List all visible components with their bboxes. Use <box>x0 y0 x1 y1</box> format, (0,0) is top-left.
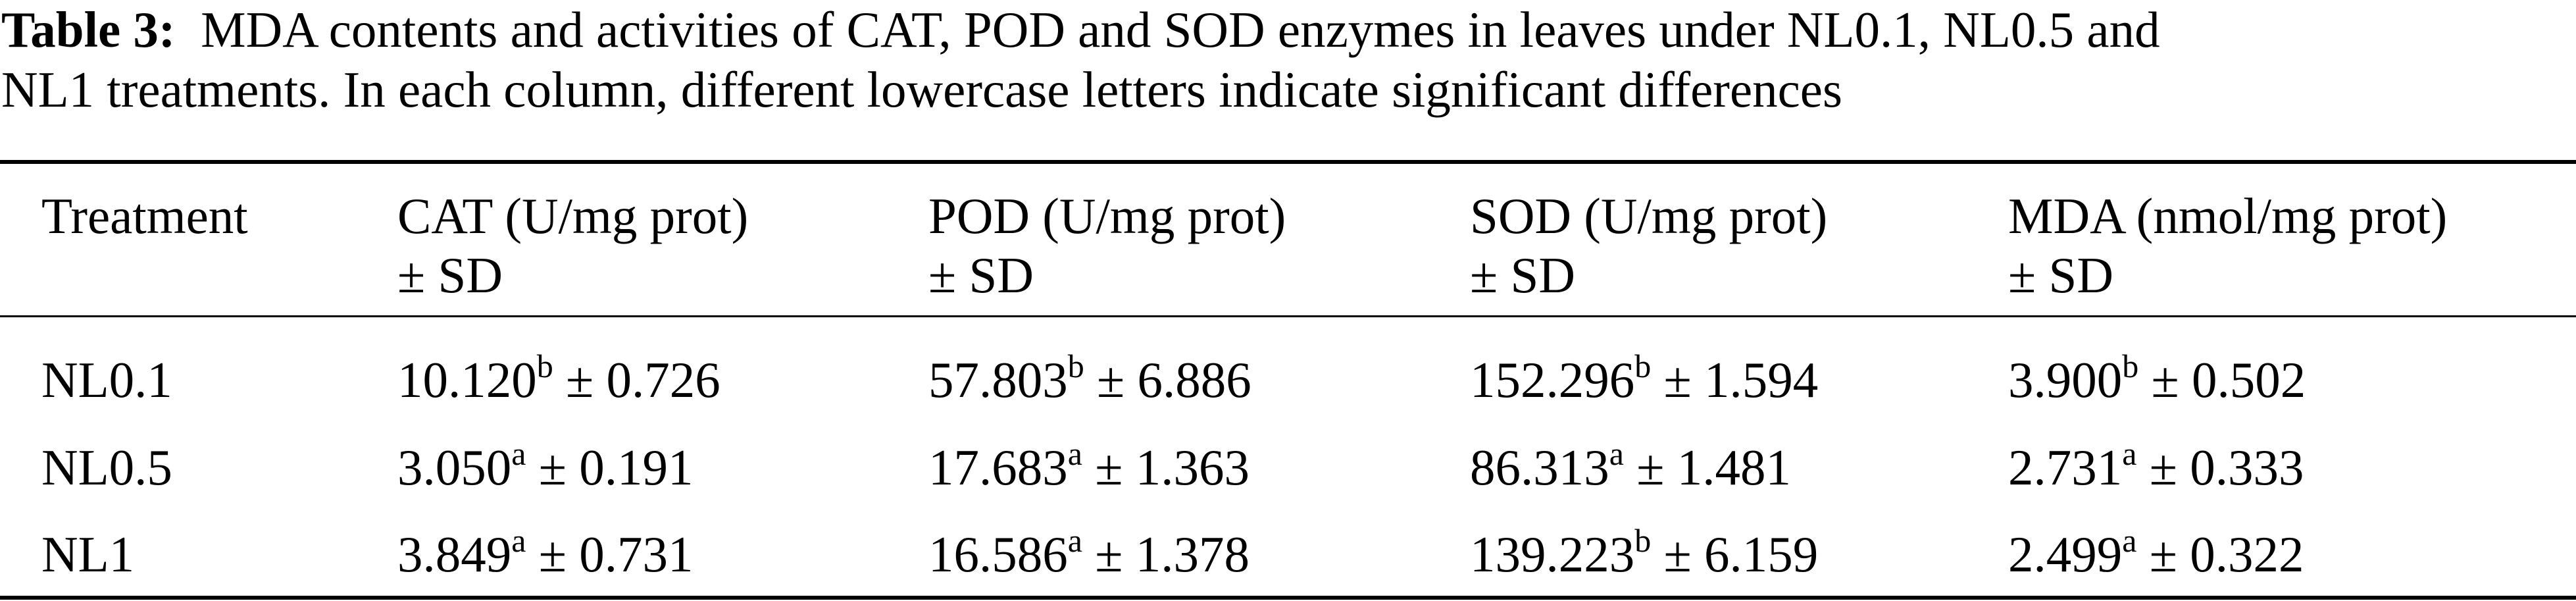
header-mda: MDA (nmol/mg prot) ± SD <box>2008 186 2447 305</box>
value-sd: ± 1.481 <box>1623 439 1791 496</box>
value-mean: 17.683 <box>928 439 1068 496</box>
header-sod: SOD (U/mg prot) ± SD <box>1470 186 1827 305</box>
header-treatment: Treatment <box>41 186 248 246</box>
header-sod-line1: SOD (U/mg prot) <box>1470 188 1828 244</box>
row-3-cat: 3.849a ± 0.731 <box>397 522 694 584</box>
value-sd: ± 0.322 <box>2136 526 2304 583</box>
value-mean: 3.050 <box>397 439 512 496</box>
significance-letter: a <box>1067 522 1082 559</box>
value-sd: ± 0.502 <box>2138 352 2306 408</box>
header-pod-line2: ± SD <box>928 247 1034 303</box>
significance-letter: b <box>536 348 553 384</box>
caption-label: Table 3: <box>1 1 176 58</box>
significance-letter: a <box>2122 435 2137 472</box>
value-sd: ± 0.731 <box>526 526 694 583</box>
table-bottom-rule <box>0 596 2576 600</box>
significance-letter: b <box>2122 348 2139 384</box>
row-2-cat: 3.050a ± 0.191 <box>397 435 694 497</box>
caption-line-1: Table 3: MDA contents and activities of … <box>1 0 2571 60</box>
row-2-pod: 17.683a ± 1.363 <box>928 435 1250 497</box>
value-mean: 3.849 <box>397 526 512 583</box>
header-pod-line1: POD (U/mg prot) <box>928 188 1286 244</box>
significance-letter: a <box>2122 522 2137 559</box>
value-mean: 139.223 <box>1470 526 1635 583</box>
value-sd: ± 6.886 <box>1084 352 1251 408</box>
value-mean: 10.120 <box>397 352 537 408</box>
value-sd: ± 1.378 <box>1082 526 1250 583</box>
header-sod-line2: ± SD <box>1470 247 1575 303</box>
header-mda-line2: ± SD <box>2008 247 2113 303</box>
row-3-mda: 2.499a ± 0.322 <box>2008 522 2304 584</box>
table-top-rule <box>0 160 2576 164</box>
significance-letter: a <box>511 522 526 559</box>
significance-letter: b <box>1067 348 1084 384</box>
significance-letter: b <box>1634 348 1652 384</box>
value-sd: ± 0.333 <box>2136 439 2304 496</box>
row-1-cat: 10.120b ± 0.726 <box>397 350 720 409</box>
header-pod: POD (U/mg prot) ± SD <box>928 186 1286 305</box>
header-treatment-label: Treatment <box>41 188 248 244</box>
table-header-rule <box>0 315 2576 317</box>
header-cat: CAT (U/mg prot) ± SD <box>397 186 748 305</box>
row-1-pod: 57.803b ± 6.886 <box>928 350 1251 409</box>
value-mean: 57.803 <box>928 352 1068 408</box>
header-cat-line2: ± SD <box>397 247 503 303</box>
row-1-treatment: NL0.1 <box>41 352 172 408</box>
row-2-sod: 86.313a ± 1.481 <box>1470 435 1791 497</box>
row-3-treatment: NL1 <box>41 526 135 583</box>
row-2-mda: 2.731a ± 0.333 <box>2008 435 2304 497</box>
value-mean: 152.296 <box>1470 352 1635 408</box>
row-3-pod: 16.586a ± 1.378 <box>928 522 1250 584</box>
table-caption: Table 3: MDA contents and activities of … <box>1 0 2571 120</box>
caption-line-2: NL1 treatments. In each column, differen… <box>1 61 1842 118</box>
value-sd: ± 0.726 <box>553 352 720 408</box>
value-mean: 16.586 <box>928 526 1068 583</box>
header-mda-line1: MDA (nmol/mg prot) <box>2008 188 2448 244</box>
value-mean: 2.731 <box>2008 439 2123 496</box>
value-mean: 86.313 <box>1470 439 1609 496</box>
significance-letter: a <box>511 435 526 472</box>
value-sd: ± 6.159 <box>1651 526 1819 583</box>
significance-letter: a <box>1609 435 1624 472</box>
row-2-treatment: NL0.5 <box>41 439 172 496</box>
row-3-sod: 139.223b ± 6.159 <box>1470 522 1819 584</box>
value-mean: 2.499 <box>2008 526 2123 583</box>
caption-text-1: MDA contents and activities of CAT, POD … <box>201 1 2160 58</box>
row-1-sod: 152.296b ± 1.594 <box>1470 350 1818 409</box>
row-1-mda: 3.900b ± 0.502 <box>2008 350 2306 409</box>
significance-letter: b <box>1634 522 1652 559</box>
header-cat-line1: CAT (U/mg prot) <box>397 188 749 244</box>
value-sd: ± 1.363 <box>1082 439 1250 496</box>
significance-letter: a <box>1067 435 1082 472</box>
value-sd: ± 0.191 <box>526 439 694 496</box>
value-mean: 3.900 <box>2008 352 2123 408</box>
value-sd: ± 1.594 <box>1651 352 1819 408</box>
